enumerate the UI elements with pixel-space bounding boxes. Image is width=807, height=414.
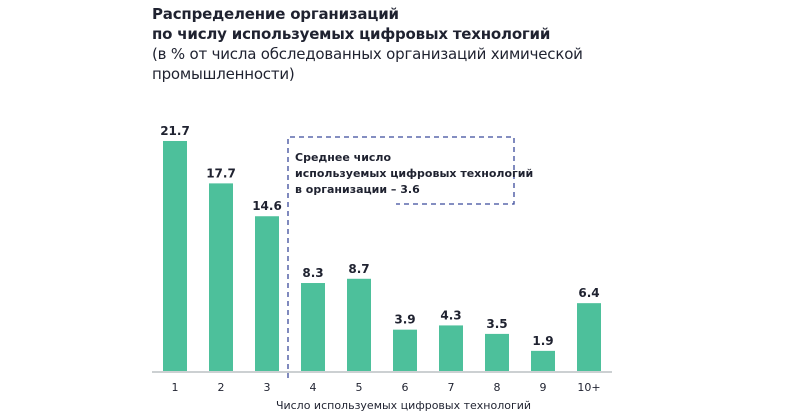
bar [485,333,509,371]
x-tick-label: 6 [402,381,409,394]
x-tick-label: 4 [310,381,317,394]
bar-value-label: 8.7 [348,262,369,276]
x-tick-label: 1 [172,381,179,394]
bar-value-label: 1.9 [532,334,553,348]
x-tick-label: 5 [356,381,363,394]
bar-value-label: 4.3 [440,308,461,322]
chart-title-line-1: Распределение организаций [152,5,399,23]
x-tick-label: 7 [448,381,455,394]
bar [347,278,371,371]
bar [255,216,279,371]
bar [209,183,233,371]
x-axis-label: Число используемых цифровых технологий [275,399,532,412]
bar-value-label: 8.3 [302,266,323,280]
x-tick-label: 2 [218,381,225,394]
bar-value-label: 17.7 [206,166,236,180]
x-tick-label: 10+ [577,381,600,394]
chart-subtitle-line-2: промышленности) [152,65,295,83]
bar [577,303,601,371]
bar [439,325,463,371]
annotation-line-2: используемых цифровых технологий [295,167,534,180]
x-tick-label: 9 [540,381,547,394]
x-tick-label: 3 [264,381,271,394]
bar [531,350,555,371]
bar-value-label: 3.5 [486,317,507,331]
bar-value-label: 3.9 [394,313,415,327]
chart-subtitle-line-1: (в % от числа обследованных организаций … [152,45,583,63]
bar-value-label: 6.4 [578,286,599,300]
chart-title-line-2: по числу используемых цифровых технологи… [152,25,551,43]
chart-title-block: Распределение организаций по числу испол… [152,4,583,84]
bar [393,329,417,371]
bar [163,140,187,371]
x-tick-label: 8 [494,381,501,394]
average-annotation: Среднее число используемых цифровых техн… [295,150,533,198]
bar [301,283,325,371]
bar-value-label: 14.6 [252,199,282,213]
annotation-line-3: в организации – 3.6 [295,183,420,196]
annotation-line-1: Среднее число [295,151,392,164]
bar-value-label: 21.7 [160,124,190,138]
